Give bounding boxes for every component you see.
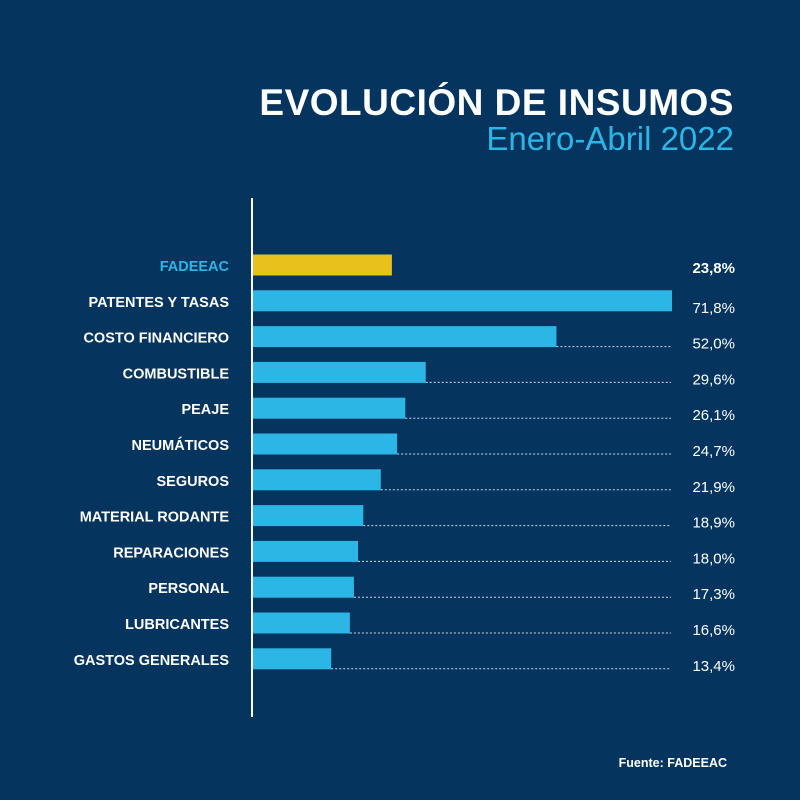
bar-gastos-generales — [253, 648, 332, 670]
value-label-seguros: 21,9% — [692, 479, 735, 496]
category-label-personal: PERSONAL — [148, 581, 229, 597]
value-label-costo-financiero: 52,0% — [692, 336, 735, 353]
value-label-combustible: 29,6% — [692, 371, 735, 388]
value-label-patentes-y-tasas: 71,8% — [692, 300, 735, 317]
value-label-neumaticos: 24,7% — [692, 443, 735, 460]
bar-lubricantes — [253, 612, 350, 634]
bar-reparaciones — [253, 540, 359, 562]
bar-combustible — [253, 361, 426, 383]
category-label-peaje: PEAJE — [181, 402, 229, 418]
bar-peaje — [253, 397, 406, 419]
category-label-costo-financiero: COSTO FINANCIERO — [83, 331, 229, 347]
category-label-patentes-y-tasas: PATENTES Y TASAS — [89, 295, 230, 311]
category-label-lubricantes: LUBRICANTES — [125, 617, 229, 633]
value-label-peaje: 26,1% — [692, 407, 735, 424]
value-label-gastos-generales: 13,4% — [692, 658, 735, 675]
value-label-fadeeac: 23,8% — [692, 260, 735, 277]
category-label-seguros: SEGUROS — [156, 474, 229, 490]
bar-rows: FADEEAC 23,8% PATENTES Y TASAS 71,8% COSTO F… — [74, 254, 735, 675]
category-label-fadeeac: FADEEAC — [160, 259, 230, 275]
category-label-neumaticos: NEUMÁTICOS — [132, 437, 230, 454]
bar-fadeeac — [253, 254, 392, 276]
chart-title: EVOLUCIÓN DE INSUMOS — [259, 82, 734, 123]
bar-material-rodante — [253, 505, 364, 527]
chart-subtitle: Enero-Abril 2022 — [486, 120, 734, 157]
value-label-reparaciones: 18,0% — [692, 550, 735, 567]
value-label-personal: 17,3% — [692, 586, 735, 603]
category-label-gastos-generales: GASTOS GENERALES — [74, 653, 230, 669]
value-label-material-rodante: 18,9% — [692, 515, 735, 532]
value-label-lubricantes: 16,6% — [692, 622, 735, 639]
category-label-combustible: COMBUSTIBLE — [123, 366, 230, 382]
bar-costo-financiero — [253, 326, 557, 348]
bar-patentes-y-tasas — [253, 290, 672, 312]
bar-seguros — [253, 469, 381, 491]
bar-personal — [253, 576, 354, 598]
category-label-material-rodante: MATERIAL RODANTE — [80, 510, 230, 526]
category-label-reparaciones: REPARACIONES — [113, 545, 229, 561]
bar-neumaticos — [253, 433, 398, 455]
source-note: Fuente: FADEEAC — [618, 756, 727, 770]
